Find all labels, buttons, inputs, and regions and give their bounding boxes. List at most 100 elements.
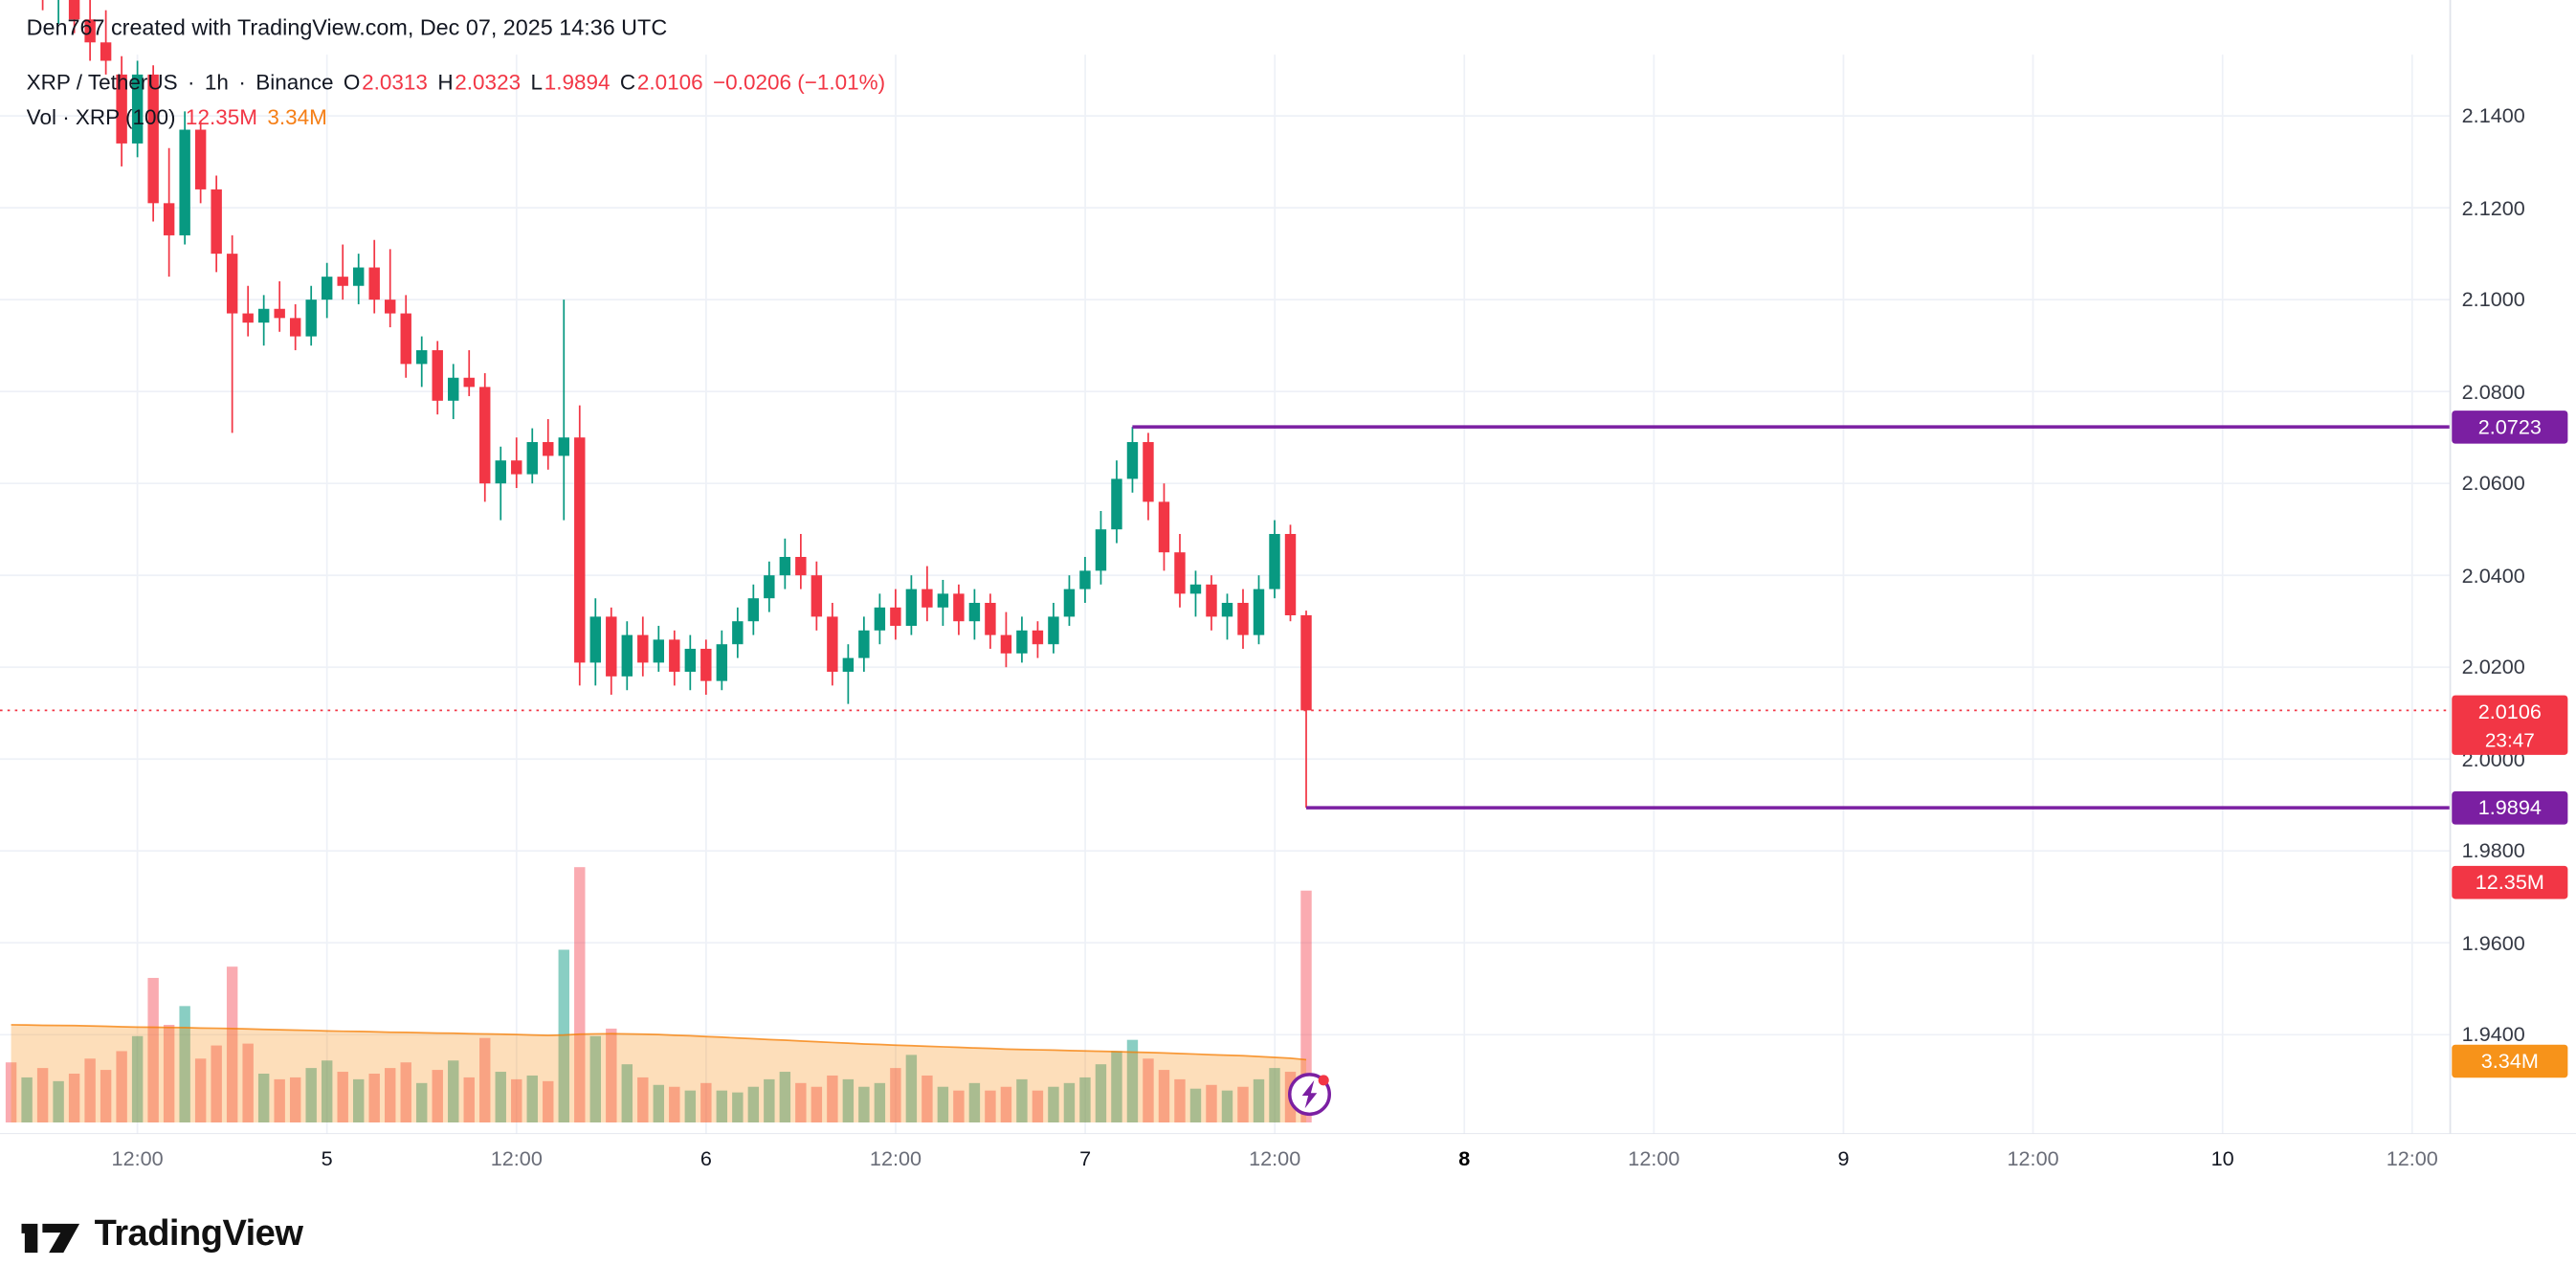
time-tick-label: 12:00 [490, 1146, 543, 1171]
volume-value: 12.35M [185, 103, 257, 129]
volume-bar [716, 1090, 728, 1123]
volume-ma-line [11, 1024, 1307, 1061]
candle-body [874, 607, 886, 631]
volume-bar [432, 1070, 443, 1123]
candle-body [242, 313, 254, 323]
level-high-badge: 2.0723 [2452, 410, 2568, 444]
time-tick-label: 12:00 [869, 1146, 922, 1171]
candle-body [448, 377, 459, 401]
volume-bar [416, 1082, 428, 1123]
candle-body [953, 593, 965, 622]
volume-bar [274, 1078, 285, 1123]
candle-body [968, 603, 981, 622]
candle-body [463, 377, 475, 388]
volume-bar [842, 1078, 855, 1123]
volume-bar [100, 1070, 112, 1123]
price-tick-label: 2.1400 [2461, 103, 2525, 128]
candle-body [131, 74, 144, 144]
time-tick-label: 12:00 [2386, 1146, 2438, 1171]
volume-bar [779, 1072, 791, 1123]
candle-body [985, 603, 996, 635]
volume-bar [937, 1086, 949, 1123]
candle-body [700, 649, 712, 681]
candle-body [400, 313, 411, 365]
volume-bar [968, 1082, 981, 1123]
candle-body [352, 267, 365, 286]
volume-bar [1253, 1078, 1265, 1123]
volume-bar [179, 1006, 190, 1123]
time-tick-label: 12:00 [1249, 1146, 1301, 1171]
tradingview-logo-text: TradingView [94, 1211, 303, 1254]
volume-bar [732, 1092, 744, 1123]
volume-bar [874, 1082, 886, 1123]
time-tick-label: 10 [2210, 1146, 2234, 1171]
tradingview-logo[interactable]: TradingView [21, 1211, 303, 1255]
candle-body [274, 308, 285, 319]
volume-bar [1269, 1068, 1280, 1123]
flash-marker-button[interactable] [1288, 1073, 1332, 1117]
volume-bar [953, 1090, 965, 1123]
volume-bar [795, 1082, 807, 1123]
candle-body [1016, 630, 1028, 654]
volume-bar [1300, 890, 1312, 1123]
volume-bar [905, 1055, 918, 1123]
volume-bar [368, 1074, 380, 1123]
volume-bar [321, 1060, 333, 1123]
legend-separator: · [238, 69, 246, 95]
time-axis[interactable]: 12:00 5 12:00 6 12:00 7 12:00 8 12:00 9 12:00 10 12:… [0, 1134, 2576, 1194]
volume-bar [211, 1045, 222, 1123]
volume-bar [558, 949, 569, 1123]
volume-bar [147, 977, 159, 1123]
volume-bar [1126, 1039, 1139, 1123]
volume-bar [68, 1074, 80, 1123]
volume-bar [1095, 1064, 1107, 1123]
candle-body [289, 318, 301, 337]
volume-bar [890, 1068, 901, 1123]
candle-body [779, 557, 791, 576]
candle-body [1221, 603, 1233, 617]
candle-body [543, 441, 554, 456]
candle-body [368, 267, 380, 300]
volume-bar [226, 966, 238, 1123]
candle-body [1126, 441, 1139, 479]
candle-body [211, 189, 222, 255]
candle-body [747, 598, 760, 622]
candle-body [337, 277, 348, 286]
volume-legend-title: Vol · XRP (100) [26, 103, 176, 129]
candle-body [890, 607, 901, 627]
ohlc-close: C 2.0106 [619, 69, 703, 95]
candle-body [589, 616, 601, 663]
volume-ma-badge: 3.34M [2452, 1044, 2568, 1078]
candle-body [495, 460, 506, 484]
candle-body [716, 644, 728, 681]
price-axis[interactable]: 2.1400 2.1200 2.1000 2.0800 2.0600 2.0400 2.02… [2451, 0, 2576, 1134]
volume-bar [764, 1078, 775, 1123]
volume-series[interactable] [5, 867, 1312, 1123]
candle-body [827, 616, 838, 673]
candle-body [937, 593, 949, 608]
volume-bar [1000, 1086, 1012, 1123]
candle-body [479, 387, 491, 484]
volume-bar [574, 867, 586, 1123]
price-tick-label: 2.1000 [2461, 288, 2525, 312]
volume-bar [1158, 1070, 1170, 1123]
price-tick-label: 2.0200 [2461, 655, 2525, 679]
candle-body [637, 634, 649, 663]
candle-body [163, 203, 175, 235]
time-tick-label: 12:00 [2007, 1146, 2059, 1171]
candle-body [1143, 441, 1154, 502]
volume-bar [606, 1028, 617, 1123]
price-tick-label: 2.0400 [2461, 564, 2525, 588]
candle-body [574, 437, 586, 663]
candle-body [1206, 584, 1217, 617]
volume-bar [1032, 1090, 1044, 1123]
candle-body [558, 437, 569, 456]
candle-body [416, 349, 428, 365]
candle-body [432, 349, 443, 401]
volume-bar [985, 1090, 996, 1123]
volume-bar [352, 1078, 365, 1123]
volume-bar [684, 1090, 697, 1123]
candlestick-series[interactable] [6, 0, 1312, 809]
candle-body [257, 308, 270, 323]
